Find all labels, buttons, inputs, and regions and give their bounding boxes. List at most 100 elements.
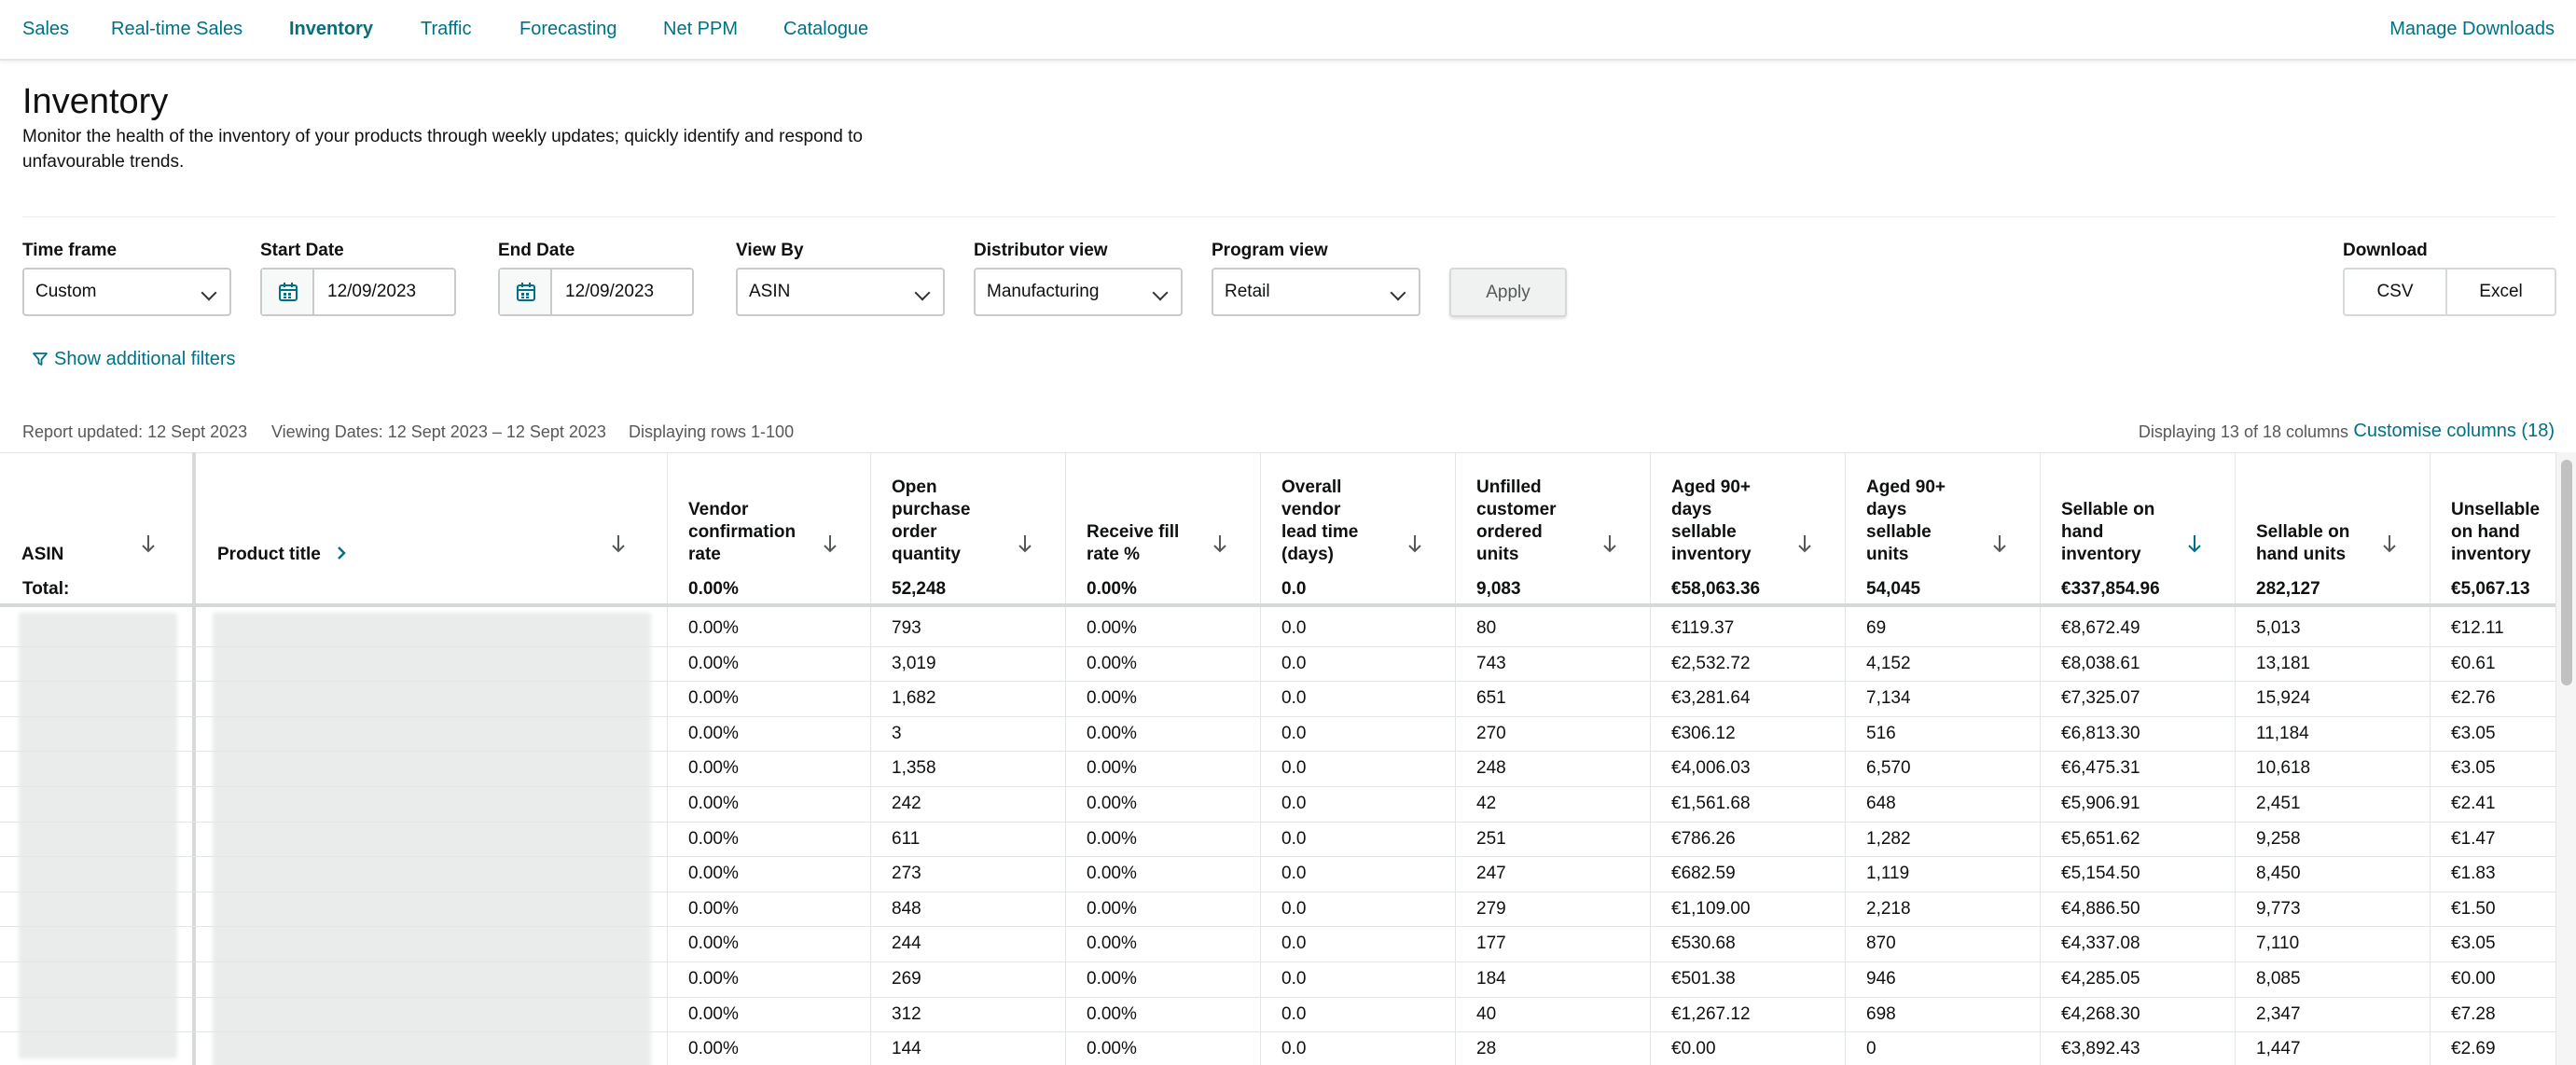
calendar-icon[interactable]	[500, 270, 552, 314]
table-cell: €2.76	[2451, 688, 2496, 709]
chevron-down-icon	[201, 284, 217, 301]
nav-sales[interactable]: Sales	[22, 19, 70, 39]
table-cell: 0.00%	[688, 723, 739, 743]
header-receive-fill[interactable]: Receive fill rate %	[1065, 452, 1260, 572]
vertical-scrollbar[interactable]	[2555, 452, 2576, 1065]
table-cell: €2,532.72	[1671, 653, 1751, 673]
customise-columns-link[interactable]: Customise columns (18)	[2353, 421, 2555, 441]
table-cell: 0.0	[1281, 653, 1307, 673]
distributor-view-label: Distributor view	[974, 241, 1108, 260]
end-date-value: 12/09/2023	[565, 282, 655, 301]
column-divider	[1845, 452, 1846, 1065]
header-asin[interactable]: ASIN	[0, 452, 192, 572]
chevron-right-icon[interactable]	[335, 546, 348, 560]
sort-arrow-icon[interactable]	[1601, 533, 1618, 560]
report-updated: Report updated: 12 Sept 2023	[22, 422, 248, 441]
download-csv-button[interactable]: CSV	[2345, 270, 2447, 314]
sort-arrow-icon[interactable]	[822, 533, 838, 560]
header-unfilled[interactable]: Unfilled customer ordered units	[1455, 452, 1650, 572]
nav-forecasting[interactable]: Forecasting	[519, 19, 617, 39]
nav-real-time-sales[interactable]: Real-time Sales	[111, 19, 243, 39]
nav-traffic[interactable]: Traffic	[421, 19, 472, 39]
time-frame-label: Time frame	[22, 241, 118, 260]
table-cell: 0.00%	[1087, 688, 1137, 709]
total-cell: €337,854.96	[2061, 579, 2160, 599]
sort-arrow-icon[interactable]	[140, 533, 157, 560]
start-date-label: Start Date	[260, 241, 344, 260]
start-date-field[interactable]: 12/09/2023	[260, 268, 456, 316]
column-divider	[1065, 452, 1066, 1065]
table-cell: 743	[1476, 653, 1506, 673]
table-cell: 0.00%	[1087, 653, 1137, 673]
total-cell: 52,248	[892, 579, 947, 599]
sort-arrow-icon[interactable]	[610, 533, 627, 560]
table-cell: 0.00%	[688, 688, 739, 709]
header-product-title[interactable]: Product title	[196, 452, 667, 572]
row-divider	[0, 821, 2555, 823]
table-cell: €4,006.03	[1671, 758, 1751, 779]
start-date-value: 12/09/2023	[327, 282, 417, 301]
table-cell: 8,085	[2256, 969, 2301, 989]
header-aged-inventory[interactable]: Aged 90+ days sellable inventory	[1650, 452, 1845, 572]
header-vendor-confirmation[interactable]: Vendor confirmation rate	[667, 452, 870, 572]
table-cell: 648	[1866, 794, 1896, 813]
table-cell: 0.00%	[1087, 934, 1137, 954]
table-cell: 7,134	[1866, 688, 1911, 709]
nav-catalogue[interactable]: Catalogue	[783, 19, 869, 39]
sort-arrow-icon[interactable]	[1991, 533, 2008, 560]
sort-arrow-icon[interactable]	[1406, 533, 1423, 560]
frozen-column-divider	[192, 452, 196, 1065]
header-unsellable-inventory[interactable]: Unsellable on hand inventory	[2430, 452, 2555, 572]
table-cell: 40	[1476, 1003, 1497, 1024]
row-divider	[0, 926, 2555, 928]
table-cell: 9,773	[2256, 898, 2301, 919]
manage-downloads-link[interactable]: Manage Downloads	[2389, 19, 2555, 39]
header-open-po[interactable]: Open purchase order quantity	[870, 452, 1065, 572]
table-cell: 0.00%	[1087, 758, 1137, 779]
table-cell: 28	[1476, 1039, 1497, 1059]
sort-arrow-icon[interactable]	[2381, 533, 2398, 560]
table-cell: 0.00%	[688, 969, 739, 989]
table-cell: €530.68	[1671, 934, 1736, 954]
table-top-border	[0, 452, 2555, 453]
nav-inventory[interactable]: Inventory	[289, 19, 374, 39]
table-cell: €1.50	[2451, 898, 2496, 919]
table-cell: €1.83	[2451, 864, 2496, 884]
table-cell: 15,924	[2256, 688, 2311, 709]
table-cell: 0	[1866, 1039, 1877, 1059]
distributor-view-select[interactable]: Manufacturing	[974, 268, 1183, 316]
table-cell: 0.00%	[688, 758, 739, 779]
header-sellable-units[interactable]: Sellable on hand units	[2235, 452, 2430, 572]
program-view-select[interactable]: Retail	[1212, 268, 1420, 316]
header-sellable-inventory[interactable]: Sellable on hand inventory	[2040, 452, 2235, 572]
program-view-label: Program view	[1212, 241, 1328, 260]
table-cell: 0.0	[1281, 1039, 1307, 1059]
sort-arrow-icon[interactable]	[2186, 533, 2203, 560]
table-cell: 848	[892, 898, 921, 919]
table-cell: 0.00%	[1087, 1003, 1137, 1024]
scrollbar-thumb[interactable]	[2561, 460, 2572, 685]
show-additional-filters-link[interactable]: Show additional filters	[32, 349, 236, 370]
time-frame-select[interactable]: Custom	[22, 268, 231, 316]
table-cell: 0.0	[1281, 618, 1307, 638]
apply-button[interactable]: Apply	[1449, 268, 1567, 317]
calendar-icon[interactable]	[262, 270, 314, 314]
table-cell: 242	[892, 794, 921, 813]
sort-arrow-icon[interactable]	[1796, 533, 1813, 560]
header-product-title-text: Product title	[217, 545, 321, 564]
table-cell: 2,451	[2256, 794, 2301, 813]
end-date-field[interactable]: 12/09/2023	[498, 268, 694, 316]
nav-net-ppm[interactable]: Net PPM	[663, 19, 739, 39]
download-excel-button[interactable]: Excel	[2479, 282, 2523, 301]
header-aged-units[interactable]: Aged 90+ days sellable units	[1845, 452, 2040, 572]
header-lead-time[interactable]: Overall vendor lead time (days)	[1260, 452, 1455, 572]
table-cell: 1,358	[892, 758, 936, 779]
sort-arrow-icon[interactable]	[1212, 533, 1228, 560]
chevron-down-icon	[1390, 284, 1406, 301]
table-cell: €1,561.68	[1671, 794, 1751, 813]
table-cell: €1.47	[2451, 828, 2496, 849]
view-by-select[interactable]: ASIN	[736, 268, 945, 316]
sort-arrow-icon[interactable]	[1017, 533, 1033, 560]
table-cell: 0.00%	[1087, 898, 1137, 919]
table-cell: 144	[892, 1039, 921, 1059]
